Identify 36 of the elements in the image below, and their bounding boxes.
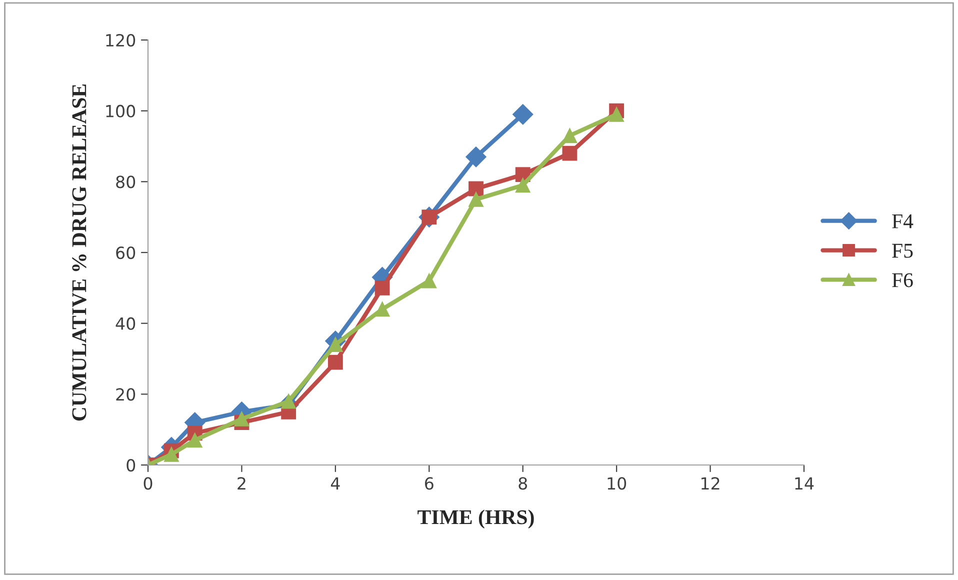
y-axis-title: CUMULATIVE % DRUG RELEASE: [72, 84, 86, 421]
point: [374, 280, 390, 296]
x-tick-label: 8: [518, 477, 528, 490]
x-tick-label: 10: [608, 477, 626, 490]
y-tick-label: 20: [116, 388, 136, 401]
point: [515, 178, 530, 193]
point: [422, 273, 437, 288]
y-tick-label: 40: [116, 317, 136, 330]
legend-label: F5: [892, 244, 913, 258]
legend-label: F4: [892, 214, 914, 228]
point: [468, 181, 484, 196]
point: [562, 146, 578, 161]
point: [512, 104, 534, 125]
x-tick-label: 14: [795, 477, 814, 490]
y-tick-label: 80: [116, 176, 136, 188]
legend-label: F6: [892, 273, 913, 288]
x-axis-title: TIME (HRS): [418, 510, 534, 528]
point: [187, 432, 202, 448]
y-tick-label: 120: [106, 34, 136, 47]
point: [374, 302, 390, 317]
point: [281, 394, 296, 409]
x-tick-label: 6: [425, 477, 434, 490]
x-tick-label: 12: [702, 477, 720, 490]
point: [234, 411, 250, 426]
point: [609, 106, 624, 122]
point: [562, 128, 578, 144]
point: [328, 354, 343, 370]
x-tick-label: 0: [144, 477, 152, 490]
y-tick-label: 100: [106, 104, 136, 118]
point: [468, 192, 484, 207]
y-tick-label: 60: [116, 246, 136, 260]
point: [466, 146, 486, 168]
x-tick-label: 4: [330, 477, 340, 490]
y-tick-label: 0: [126, 458, 136, 472]
x-tick-label: 2: [238, 477, 246, 490]
point: [164, 446, 179, 462]
